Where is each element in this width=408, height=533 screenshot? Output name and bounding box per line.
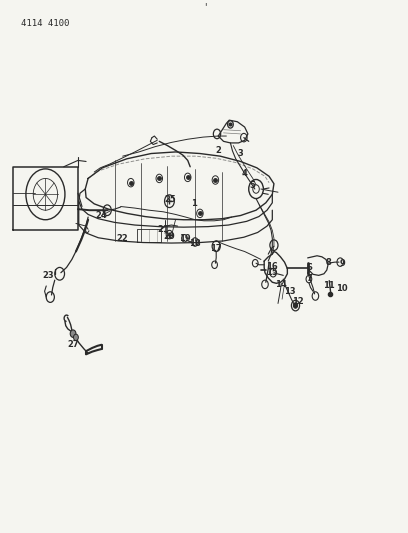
Text: 6: 6 xyxy=(307,263,313,272)
Text: 24: 24 xyxy=(95,211,107,220)
Text: 11: 11 xyxy=(324,281,335,290)
Text: 27: 27 xyxy=(67,340,79,349)
Text: 7: 7 xyxy=(307,273,313,282)
Text: 17: 17 xyxy=(211,244,222,253)
Text: 20: 20 xyxy=(164,232,175,241)
Circle shape xyxy=(70,330,76,337)
Text: 8: 8 xyxy=(325,257,331,266)
Text: 5: 5 xyxy=(249,181,255,190)
Text: 23: 23 xyxy=(43,271,55,280)
Text: 16: 16 xyxy=(266,262,278,271)
Text: 10: 10 xyxy=(337,284,348,293)
Text: 25: 25 xyxy=(165,195,177,204)
Text: 4114 4100: 4114 4100 xyxy=(21,20,69,28)
Circle shape xyxy=(73,334,78,341)
Circle shape xyxy=(293,303,297,308)
Text: 2: 2 xyxy=(215,147,221,156)
Text: 9: 9 xyxy=(339,259,345,268)
Text: 22: 22 xyxy=(116,234,128,243)
Text: 18: 18 xyxy=(189,239,201,248)
Text: 19: 19 xyxy=(179,234,191,243)
Text: 14: 14 xyxy=(275,280,287,289)
Text: 3: 3 xyxy=(238,149,244,158)
Text: 4: 4 xyxy=(242,168,248,177)
Text: 12: 12 xyxy=(292,297,304,306)
Text: 21: 21 xyxy=(157,225,169,234)
Text: 13: 13 xyxy=(284,287,296,296)
Text: ': ' xyxy=(204,3,206,12)
Text: 1: 1 xyxy=(191,199,197,208)
Text: 15: 15 xyxy=(266,268,278,277)
